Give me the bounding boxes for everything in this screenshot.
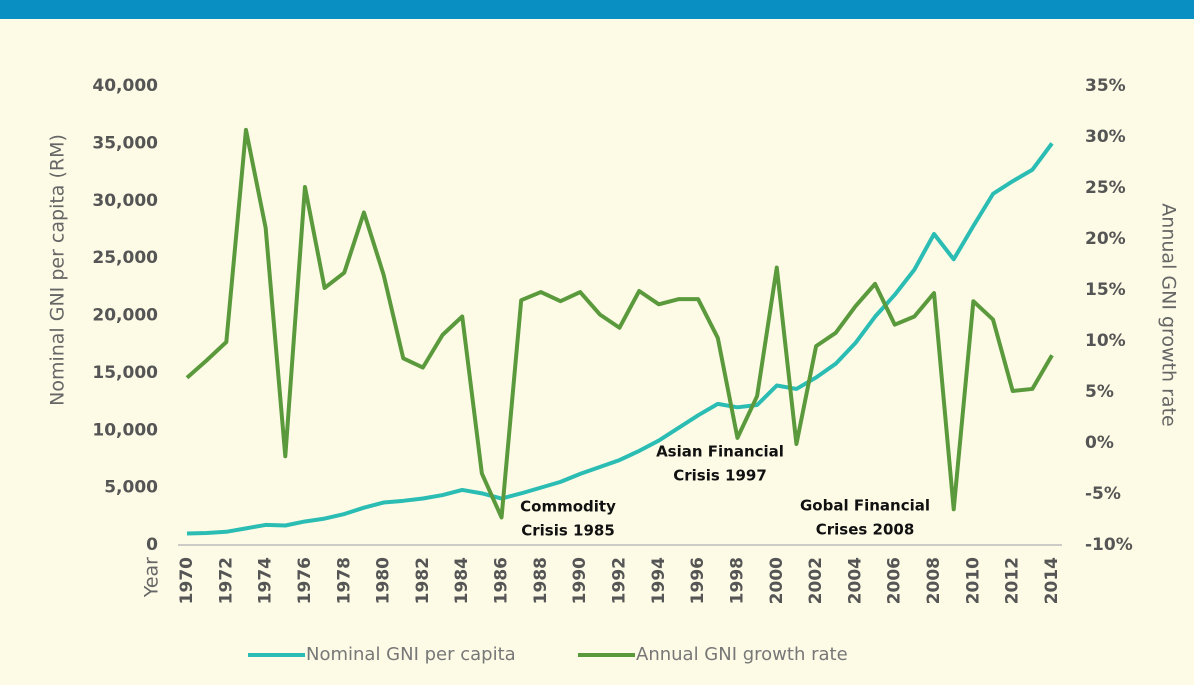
y2-tick-label: 25%	[1085, 178, 1126, 198]
annotation: Commodity	[520, 498, 616, 516]
y2-tick-label: -10%	[1085, 535, 1133, 555]
y-tick-label: 10,000	[92, 420, 158, 440]
y-tick-label: 30,000	[92, 191, 158, 211]
y2-tick-label: -5%	[1085, 484, 1121, 504]
y-tick-label: 40,000	[92, 76, 158, 96]
series-line	[186, 142, 1054, 536]
y-tick-label: 20,000	[92, 306, 158, 326]
x-tick-label: 2002	[806, 557, 826, 604]
annotation: Crises 2008	[816, 521, 915, 539]
x-tick-label: 1984	[452, 557, 472, 604]
x-tick-label: 1996	[688, 557, 708, 604]
annotation: Gobal Financial	[800, 497, 930, 515]
x-tick-label: 1982	[413, 557, 433, 604]
y2-tick-label: 10%	[1085, 331, 1126, 351]
x-tick-label: 1986	[492, 557, 512, 604]
y2-tick-label: 0%	[1085, 433, 1114, 453]
y-tick-label: 15,000	[92, 363, 158, 383]
y-tick-label: 25,000	[92, 248, 158, 268]
y-tick-label: 5,000	[104, 478, 158, 498]
annotation: Crisis 1997	[673, 467, 767, 485]
x-tick-label: 1976	[295, 557, 315, 604]
y-tick-label: 35,000	[92, 133, 158, 153]
y2-tick-label: 35%	[1085, 76, 1126, 96]
x-tick-label: 2012	[1003, 557, 1023, 604]
x-tick-label: 1994	[649, 557, 669, 604]
x-tick-label: 1998	[727, 557, 747, 604]
x-tick-label: 2000	[767, 557, 787, 604]
y2-axis-title: Annual GNI growth rate	[1158, 203, 1180, 426]
x-tick-label: 1980	[374, 557, 394, 604]
x-tick-label: 1988	[531, 557, 551, 604]
x-tick-label: 2008	[924, 557, 944, 604]
x-tick-label: 1978	[334, 557, 354, 604]
x-tick-label: 1974	[256, 557, 276, 604]
x-tick-label: 2006	[885, 557, 905, 604]
x-tick-label: 1992	[610, 557, 630, 604]
y2-tick-label: 30%	[1085, 127, 1126, 147]
x-axis-title: Year	[141, 557, 163, 598]
y2-tick-label: 15%	[1085, 280, 1126, 300]
annotation: Crisis 1985	[521, 522, 615, 540]
x-tick-label: 2004	[845, 557, 865, 604]
top-banner	[0, 0, 1194, 19]
x-tick-label: 2014	[1042, 557, 1062, 604]
x-tick-label: 1990	[570, 557, 590, 604]
x-tick-label: 1970	[177, 557, 197, 604]
x-tick-label: 1972	[216, 557, 236, 604]
y-axis-title: Nominal GNI per capita (RM)	[47, 134, 69, 406]
y2-tick-label: 20%	[1085, 229, 1126, 249]
y-tick-label: 0	[146, 535, 158, 555]
legend-label: Nominal GNI per capita	[306, 644, 516, 665]
annotation: Asian Financial	[656, 443, 784, 461]
legend-label: Annual GNI growth rate	[636, 644, 848, 665]
series-line	[185, 127, 1054, 520]
y2-tick-label: 5%	[1085, 382, 1114, 402]
x-tick-label: 2010	[963, 557, 983, 604]
